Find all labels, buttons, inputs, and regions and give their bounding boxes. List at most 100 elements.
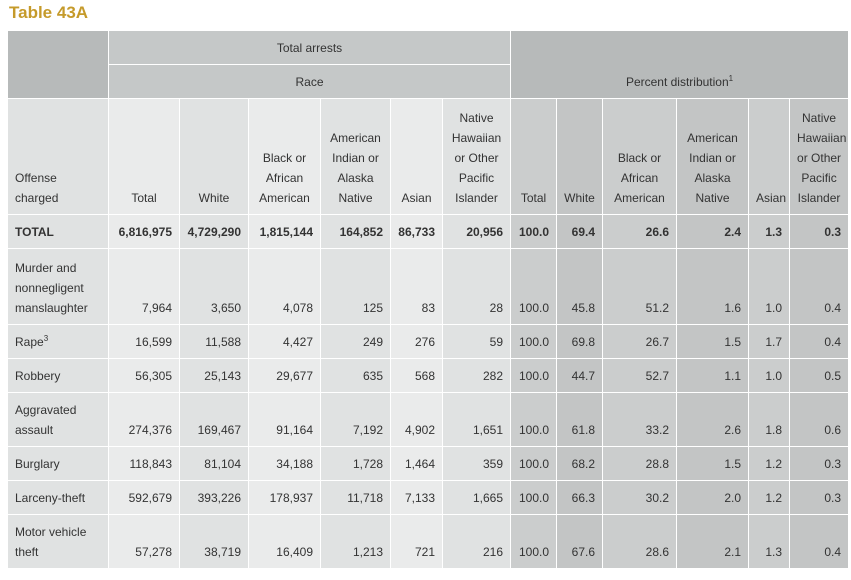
pct-white-column-header: White [556, 98, 604, 215]
offense-label: TOTAL [7, 214, 109, 249]
percent-black-cell: 28.8 [602, 446, 678, 481]
percent-black-cell: 26.7 [602, 324, 678, 359]
arrests-asian-cell: 568 [390, 358, 443, 393]
table-title: Table 43A [9, 3, 89, 22]
percent-nhopi-cell: 0.5 [789, 358, 850, 393]
arrests-aian-cell: 249 [320, 324, 391, 359]
arrests-nhopi-cell: 28 [441, 248, 512, 325]
arrests-aian-cell: 164,852 [320, 214, 391, 249]
percent-nhopi-cell: 0.3 [789, 446, 850, 481]
arrests-black-cell: 34,188 [248, 446, 321, 481]
arrests-white-cell: 3,650 [179, 248, 249, 325]
percent-nhopi-cell: 0.6 [789, 392, 850, 447]
asian-column-header: Asian [390, 98, 443, 215]
table-row: Rape3 16,599 11,588 4,427 249 276 59 100.0 69.8 2… [7, 324, 850, 359]
offense-label: Larceny-theft [7, 480, 109, 515]
percent-aian-cell: 1.5 [676, 324, 750, 359]
arrests-white-cell: 81,104 [179, 446, 249, 481]
arrests-black-cell: 178,937 [248, 480, 321, 515]
percent-white-cell: 61.8 [556, 392, 604, 447]
percent-total-cell: 100.0 [510, 446, 558, 481]
arrests-asian-cell: 4,902 [390, 392, 443, 447]
arrests-white-cell: 4,729,290 [179, 214, 249, 249]
pct-asian-column-header: Asian [748, 98, 791, 215]
percent-aian-cell: 2.6 [676, 392, 750, 447]
race-header: Race [107, 64, 512, 99]
arrests-nhopi-cell: 20,956 [441, 214, 512, 249]
total-column-header: Total [108, 98, 180, 215]
offense-label: Burglary [7, 446, 109, 481]
percent-white-cell: 45.8 [556, 248, 604, 325]
percent-white-cell: 69.4 [556, 214, 604, 249]
percent-white-cell: 44.7 [556, 358, 604, 393]
arrests-black-cell: 16,409 [248, 514, 321, 569]
arrests-aian-cell: 1,728 [320, 446, 391, 481]
pct-nhopi-column-header: Native Hawaiian or Other Pacific Islander [789, 98, 850, 215]
arrests-total-cell: 118,843 [108, 446, 180, 481]
arrests-nhopi-cell: 359 [441, 446, 512, 481]
arrests-white-cell: 11,588 [179, 324, 249, 359]
offense-label: Rape3 [7, 324, 109, 359]
arrests-white-cell: 393,226 [179, 480, 249, 515]
arrests-asian-cell: 1,464 [390, 446, 443, 481]
percent-aian-cell: 2.0 [676, 480, 750, 515]
white-column-header: White [179, 98, 249, 215]
aian-column-header: American Indian or Alaska Native [320, 98, 391, 215]
arrests-nhopi-cell: 216 [441, 514, 512, 569]
arrests-total-cell: 57,278 [108, 514, 180, 569]
percent-white-cell: 67.6 [556, 514, 604, 569]
pct-aian-column-header: American Indian or Alaska Native [676, 98, 750, 215]
offense-label: Aggravated assault [7, 392, 109, 447]
percent-black-cell: 33.2 [602, 392, 678, 447]
percent-black-cell: 26.6 [602, 214, 678, 249]
percent-asian-cell: 1.7 [748, 324, 791, 359]
black-column-header: Black or African American [248, 98, 321, 215]
percent-black-cell: 51.2 [602, 248, 678, 325]
percent-total-cell: 100.0 [510, 248, 558, 325]
percent-nhopi-cell: 0.3 [789, 214, 850, 249]
arrests-total-cell: 16,599 [108, 324, 180, 359]
arrests-aian-cell: 7,192 [320, 392, 391, 447]
arrests-white-cell: 25,143 [179, 358, 249, 393]
percent-aian-cell: 1.6 [676, 248, 750, 325]
percent-asian-cell: 1.2 [748, 480, 791, 515]
pct-black-column-header: Black or African American [602, 98, 678, 215]
offense-label: Murder and nonnegligent manslaughter [7, 248, 109, 325]
table-row: Murder and nonnegligent manslaughter 7,964 3… [7, 248, 850, 325]
arrests-total-cell: 56,305 [108, 358, 180, 393]
arrests-by-race-table: Total arrests Percent distribution1 Race… [7, 30, 850, 569]
percent-total-cell: 100.0 [510, 514, 558, 569]
offense-charged-header: Offense charged [7, 98, 109, 215]
percent-black-cell: 30.2 [602, 480, 678, 515]
percent-total-cell: 100.0 [510, 358, 558, 393]
percent-nhopi-cell: 0.4 [789, 248, 850, 325]
percent-asian-cell: 1.3 [748, 214, 791, 249]
percent-asian-cell: 1.2 [748, 446, 791, 481]
arrests-nhopi-cell: 59 [441, 324, 512, 359]
arrests-total-cell: 7,964 [108, 248, 180, 325]
percent-white-cell: 68.2 [556, 446, 604, 481]
percent-aian-cell: 2.1 [676, 514, 750, 569]
arrests-black-cell: 1,815,144 [248, 214, 321, 249]
arrests-aian-cell: 11,718 [320, 480, 391, 515]
percent-total-cell: 100.0 [510, 324, 558, 359]
footnote-marker: 1 [728, 74, 734, 83]
table-body: TOTAL 6,816,975 4,729,290 1,815,144 164,852 8… [7, 214, 850, 569]
table-row: Aggravated assault 274,376 169,467 91,164 7,1… [7, 392, 850, 447]
arrests-black-cell: 29,677 [248, 358, 321, 393]
arrests-aian-cell: 1,213 [320, 514, 391, 569]
table-row: Motor vehicle theft 57,278 38,719 16,409 1,21… [7, 514, 850, 569]
arrests-asian-cell: 7,133 [390, 480, 443, 515]
percent-asian-cell: 1.0 [748, 358, 791, 393]
percent-white-cell: 69.8 [556, 324, 604, 359]
percent-aian-cell: 1.1 [676, 358, 750, 393]
arrests-nhopi-cell: 1,651 [441, 392, 512, 447]
percent-white-cell: 66.3 [556, 480, 604, 515]
percent-asian-cell: 1.3 [748, 514, 791, 569]
pct-total-column-header: Total [510, 98, 558, 215]
percent-distribution-label: Percent distribution [625, 75, 729, 89]
arrests-black-cell: 4,078 [248, 248, 321, 325]
percent-black-cell: 28.6 [602, 514, 678, 569]
offense-label: Robbery [7, 358, 109, 393]
offense-label: Motor vehicle theft [7, 514, 109, 569]
